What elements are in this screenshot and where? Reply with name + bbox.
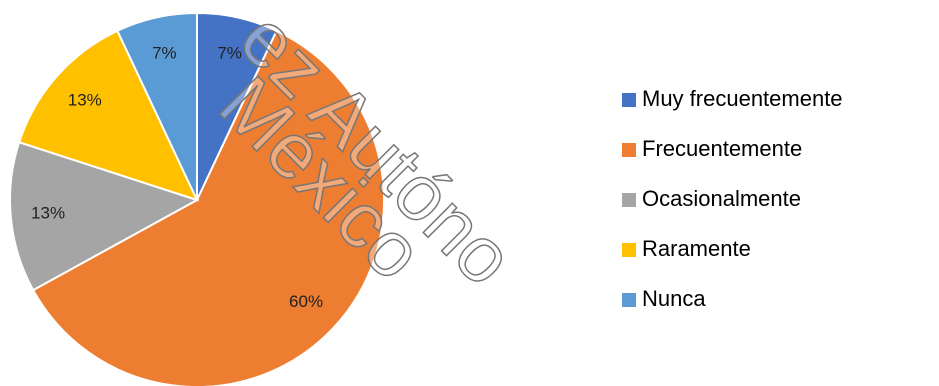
legend-swatch	[622, 143, 636, 157]
pie-slice	[17, 29, 199, 202]
legend-swatch	[622, 293, 636, 307]
data-label: 7%	[152, 43, 177, 62]
data-label: 7%	[217, 43, 242, 62]
legend: Muy frecuentemente Frecuentemente Ocasiona…	[622, 86, 843, 311]
legend-label: Muy frecuentemente	[642, 86, 843, 111]
pie-slice	[9, 140, 200, 292]
legend-label: Raramente	[642, 236, 751, 261]
legend-label: Frecuentemente	[642, 136, 802, 161]
data-label: 13%	[68, 91, 102, 110]
data-labels: 7% 60% 13% 13% 7%	[31, 43, 323, 310]
legend-swatch	[622, 193, 636, 207]
pie-slice	[116, 11, 198, 201]
pie-slice	[31, 29, 385, 386]
data-label: 13%	[31, 204, 65, 223]
legend-swatch	[622, 93, 636, 107]
pie	[9, 11, 385, 386]
legend-label: Nunca	[642, 286, 706, 311]
data-label: 60%	[289, 292, 323, 311]
legend-swatch	[622, 243, 636, 257]
legend-label: Ocasionalmente	[642, 186, 801, 211]
